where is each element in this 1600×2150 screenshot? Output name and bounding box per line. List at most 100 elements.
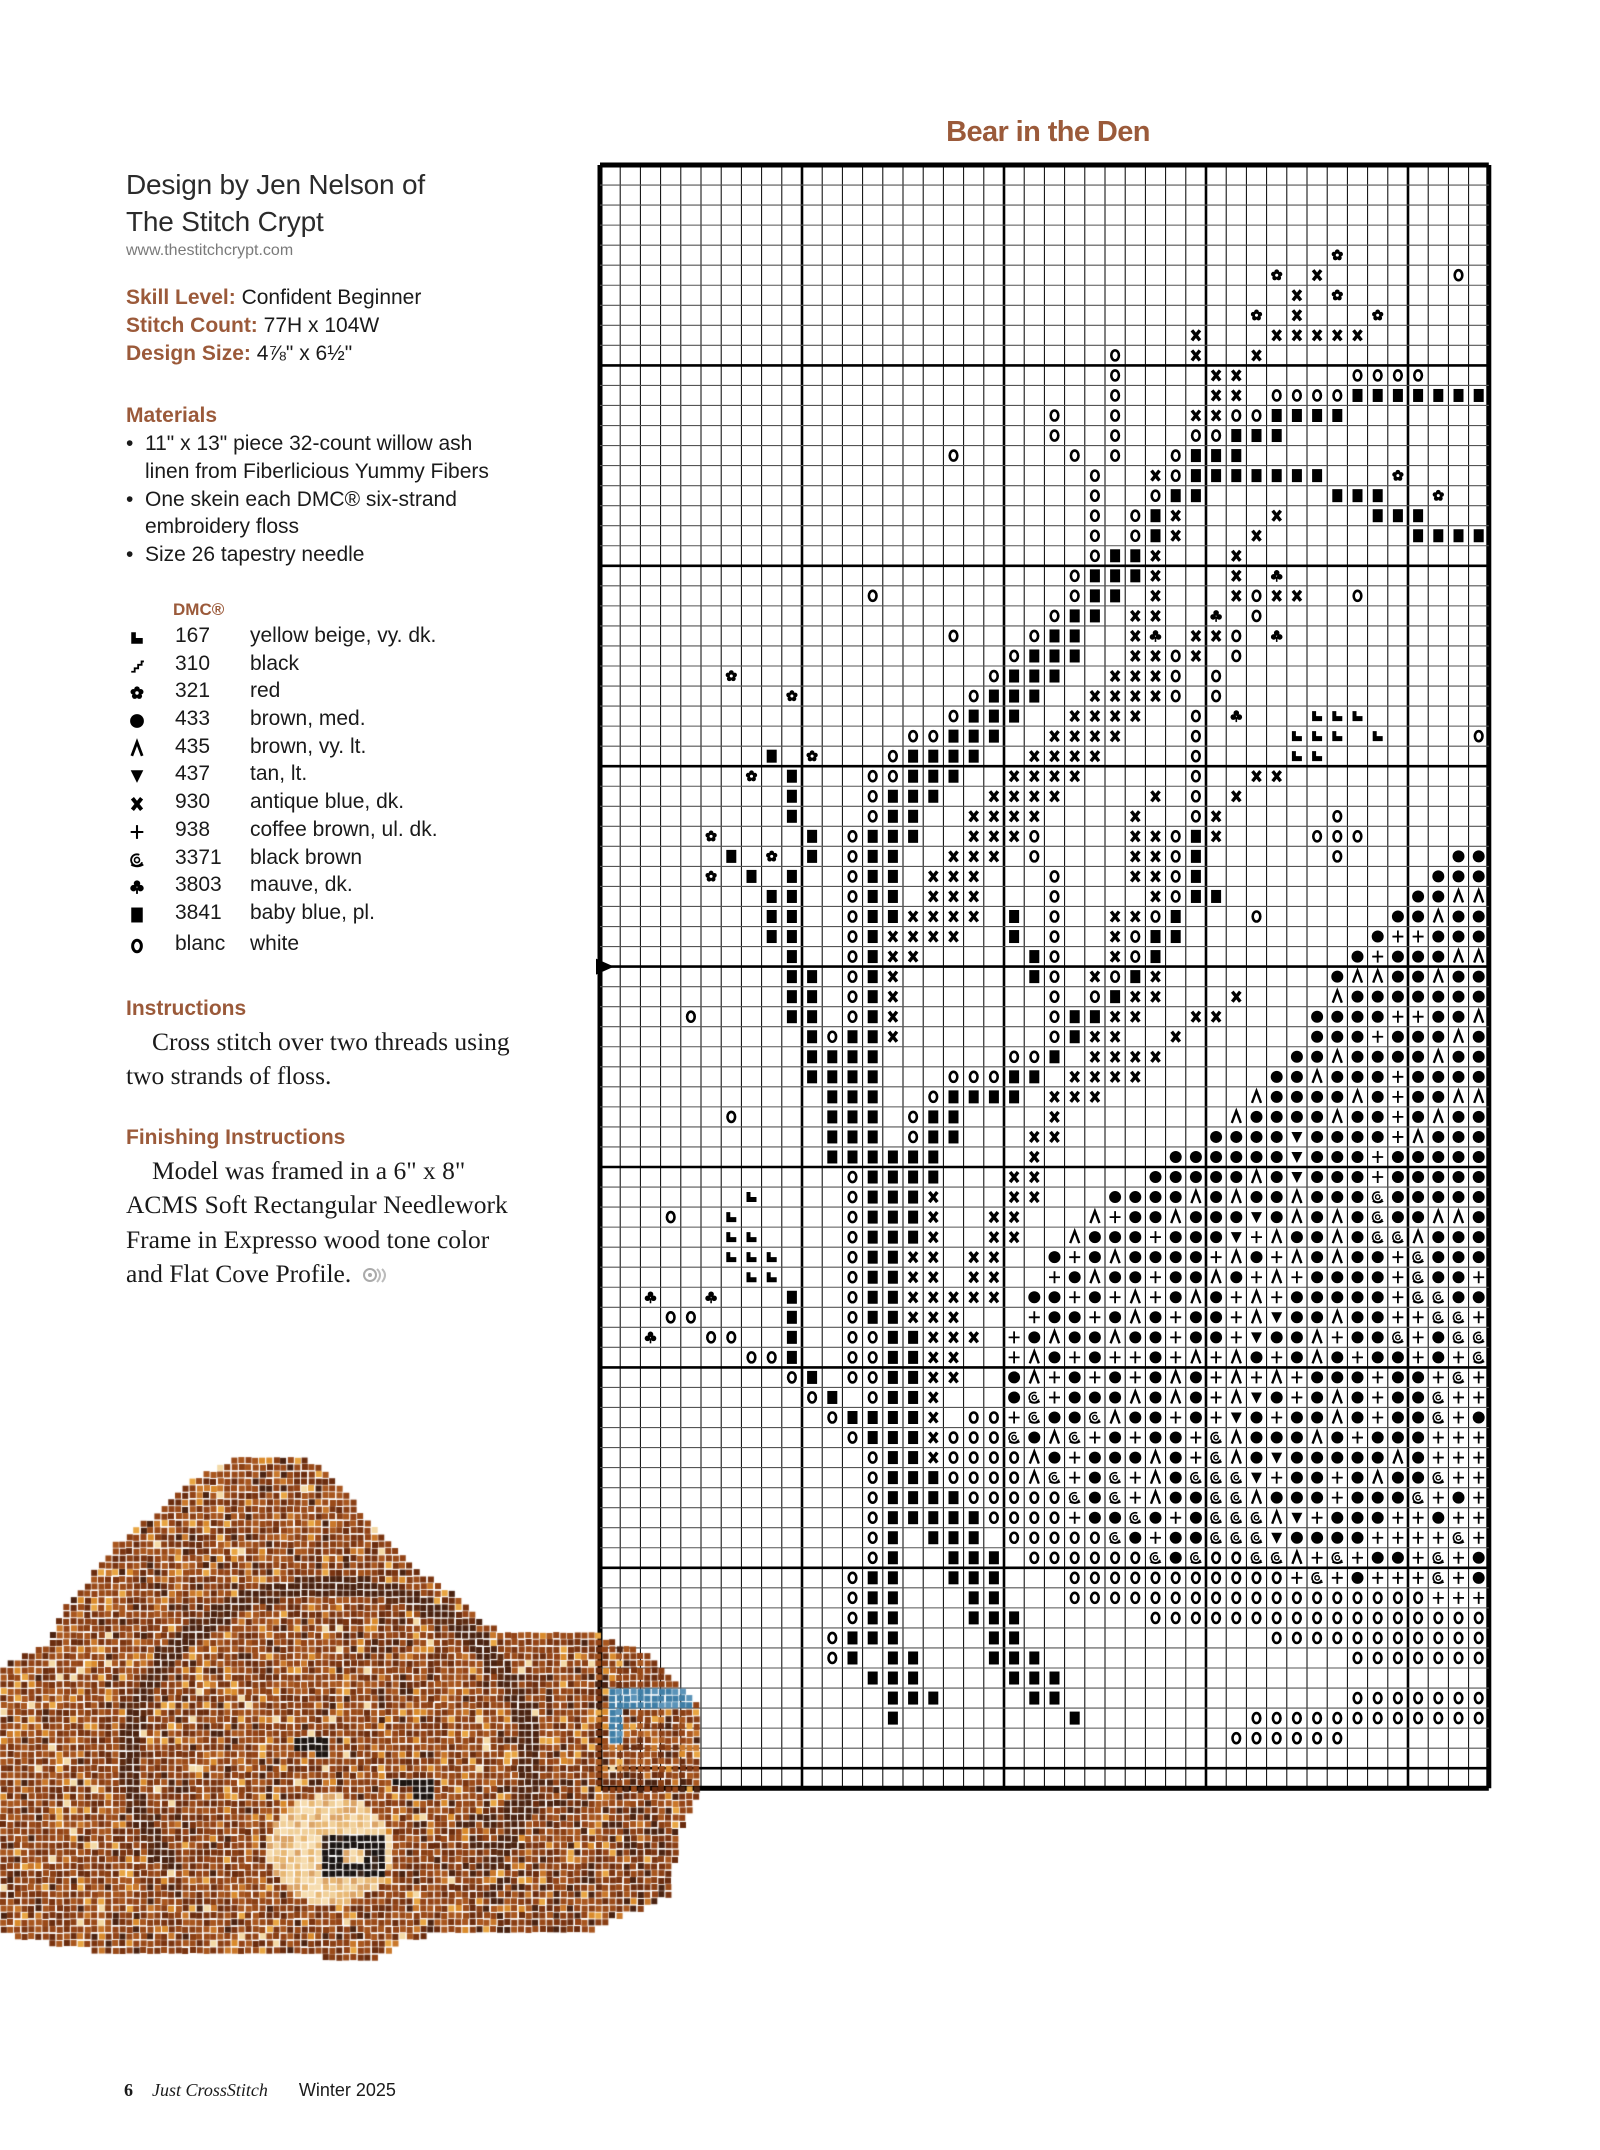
stitch-433 xyxy=(1189,1371,1202,1384)
stitch-3841 xyxy=(887,1270,898,1284)
stitch-3841 xyxy=(1392,388,1403,402)
stitch-433 xyxy=(1371,1431,1384,1444)
stitch-433 xyxy=(1452,850,1465,863)
stitch-433 xyxy=(1351,1391,1364,1404)
stitch-3841 xyxy=(827,1110,838,1124)
stitch-433 xyxy=(1311,1010,1324,1023)
stitch-435 xyxy=(1109,1327,1121,1344)
stitch-433 xyxy=(1472,1211,1485,1224)
stitch-435 xyxy=(1069,1227,1081,1244)
stitch-blanc xyxy=(1190,729,1202,743)
stitch-938 xyxy=(1392,1110,1404,1123)
cross-stitch-chart xyxy=(596,162,1492,1791)
stitch-433 xyxy=(1331,1531,1344,1544)
stitch-3841 xyxy=(928,1170,939,1184)
stitch-3841 xyxy=(1049,1691,1060,1705)
stitch-433 xyxy=(1088,1451,1101,1464)
stitch-938 xyxy=(1190,1431,1202,1444)
stitch-3841 xyxy=(867,1310,878,1324)
color-name: black brown xyxy=(250,845,363,869)
stitch-3841 xyxy=(1150,930,1161,944)
stitch-930 xyxy=(1150,689,1161,703)
l-block-icon xyxy=(131,632,143,644)
stitch-433 xyxy=(1189,1491,1202,1504)
stitch-blanc xyxy=(1210,1571,1222,1585)
stitch-433 xyxy=(1351,1150,1364,1163)
stitch-3371 xyxy=(1250,1511,1263,1524)
stitch-435 xyxy=(1432,907,1444,923)
stitch-blanc xyxy=(1453,1631,1464,1645)
stitch-433 xyxy=(1270,1090,1283,1103)
stitch-433 xyxy=(1169,1491,1182,1504)
stitch-3371 xyxy=(1028,1411,1041,1424)
stitch-433 xyxy=(1169,1431,1182,1444)
stitch-blanc xyxy=(1231,1571,1242,1585)
stitch-3371 xyxy=(1210,1451,1222,1464)
stitch-938 xyxy=(1109,1211,1121,1224)
stitch-3841 xyxy=(867,1190,878,1204)
stitch-blanc xyxy=(1210,429,1222,442)
stitch-3841 xyxy=(1190,489,1201,503)
stitch-433 xyxy=(1351,950,1364,963)
stitch-433 xyxy=(1169,1171,1182,1184)
stitch-3841 xyxy=(1029,649,1040,663)
stitch-3841 xyxy=(988,709,999,723)
stitch-3841 xyxy=(867,1290,878,1304)
stitch-938 xyxy=(1271,1291,1283,1304)
stitch-3841 xyxy=(867,1631,878,1645)
stitch-435 xyxy=(1230,1368,1242,1384)
stitch-433 xyxy=(1371,1271,1384,1284)
stitch-3841 xyxy=(1190,889,1201,903)
stitch-435 xyxy=(1250,1167,1263,1184)
stitch-433 xyxy=(1129,1411,1142,1424)
magazine-name: Just CrossStitch xyxy=(152,2080,268,2100)
stitch-433 xyxy=(1189,1271,1202,1284)
stitch-blanc xyxy=(847,1571,858,1585)
stitch-3841 xyxy=(1433,388,1444,402)
stitch-3803 xyxy=(705,1291,717,1304)
stitch-930 xyxy=(1028,750,1040,763)
stitch-3841 xyxy=(908,769,919,783)
stitch-435 xyxy=(1432,1207,1444,1224)
stitch-433 xyxy=(1452,930,1465,943)
stitch-938 xyxy=(1392,1010,1404,1023)
stitch-3371 xyxy=(1230,1491,1243,1504)
stitch-blanc xyxy=(827,1651,838,1665)
stitch-938 xyxy=(1028,1311,1040,1324)
stitch-930 xyxy=(1129,830,1141,843)
stitch-433 xyxy=(1452,1150,1465,1163)
stitch-433 xyxy=(1189,1311,1202,1324)
stitch-433 xyxy=(1351,1110,1364,1123)
stitch-blanc xyxy=(847,890,858,903)
stitch-433 xyxy=(1351,1451,1364,1464)
designer-line-2: The Stitch Crypt xyxy=(126,206,324,237)
stitch-433 xyxy=(1028,1291,1041,1304)
stitch-blanc xyxy=(908,729,919,743)
stitch-930 xyxy=(988,1251,1000,1264)
stitch-blanc xyxy=(685,1010,696,1024)
stitch-blanc xyxy=(1311,1611,1323,1625)
stitch-435 xyxy=(1372,1468,1384,1485)
stitch-930 xyxy=(1109,689,1121,703)
stitch-3841 xyxy=(766,910,777,923)
stitch-433 xyxy=(1472,1551,1485,1564)
stitch-blanc xyxy=(1453,268,1464,282)
stitch-930 xyxy=(927,910,939,923)
materials-item: • One skein each DMC® six-strand embroid… xyxy=(126,486,489,542)
stitch-433 xyxy=(1432,1171,1445,1184)
stitch-blanc xyxy=(1150,489,1161,502)
stitch-blanc xyxy=(1049,1030,1060,1044)
stitch-blanc xyxy=(827,1030,838,1044)
down-triangle-icon xyxy=(130,770,144,784)
stitch-938 xyxy=(1150,1291,1161,1304)
stitch-938 xyxy=(1069,1291,1081,1304)
stitch-3841 xyxy=(1029,689,1040,703)
stitch-930 xyxy=(1129,649,1141,663)
stitch-blanc xyxy=(807,1391,818,1404)
designer-website-link[interactable]: www.thestitchcrypt.com xyxy=(126,242,294,259)
stitch-433 xyxy=(1351,1511,1364,1524)
stitch-3841 xyxy=(887,1671,898,1685)
stitch-3371 xyxy=(1432,1391,1445,1404)
stitch-3841 xyxy=(1211,889,1222,903)
stitch-3841 xyxy=(847,1070,858,1084)
